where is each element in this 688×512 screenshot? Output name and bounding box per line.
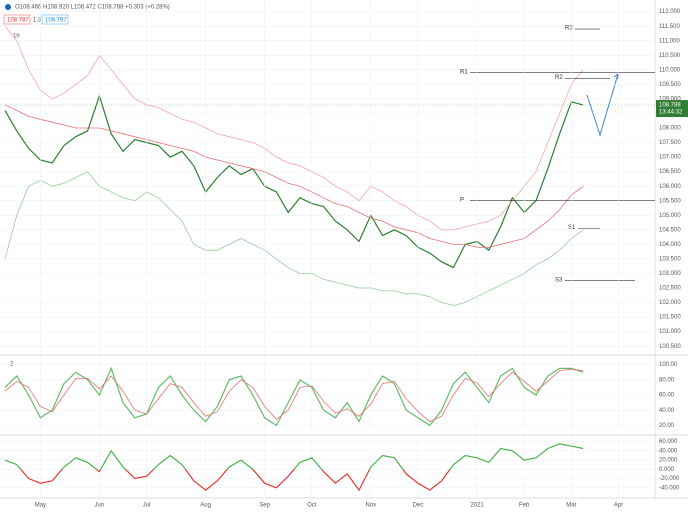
y-tick-label: 60.000 xyxy=(659,439,678,445)
y-tick-label: 40.000 xyxy=(659,448,678,454)
x-tick-label: Apr xyxy=(614,503,623,509)
x-tick-label: 2021 xyxy=(470,503,484,509)
y-tick-label: 105.000 xyxy=(659,213,681,219)
projection-arrow xyxy=(586,73,619,137)
series-line xyxy=(4,25,584,231)
y-tick-label: 102.500 xyxy=(659,286,681,292)
x-tick-label: May xyxy=(35,503,46,509)
y-tick-label: 104.000 xyxy=(659,242,681,248)
ask-box[interactable] xyxy=(41,14,69,25)
countdown: 13:44:32 xyxy=(659,110,683,116)
y-tick-label: 111.500 xyxy=(659,24,680,30)
y-tick-label: 101.000 xyxy=(659,329,681,335)
last-price-box xyxy=(656,100,688,118)
y-tick-label: 80.00 xyxy=(659,377,675,383)
y-tick-label: 0.000 xyxy=(659,467,675,473)
y-tick-label: 40.00 xyxy=(659,408,675,414)
y-tick-label: 107.500 xyxy=(659,140,681,146)
pivot-label: S3 xyxy=(555,277,563,283)
bid: 108.787 xyxy=(7,18,29,24)
x-tick-label: Dec xyxy=(413,503,424,509)
y-tick-label: 100.500 xyxy=(659,344,681,350)
x-tick-label: Oct xyxy=(307,503,317,509)
y-tick-label: 100.00 xyxy=(659,362,678,368)
pivot-label: S1 xyxy=(568,225,576,231)
series-line xyxy=(4,171,584,306)
y-tick-label: 111.000 xyxy=(659,38,680,44)
y-tick-label: 101.500 xyxy=(659,315,681,321)
x-tick-label: Nov xyxy=(365,503,376,509)
interval: 1h xyxy=(13,34,20,40)
ask: 108.797 xyxy=(45,18,67,24)
arrow-head xyxy=(613,73,619,79)
y-tick-label: 107.000 xyxy=(659,155,681,161)
y-tick-label: 106.500 xyxy=(659,169,681,175)
pivot-label: P xyxy=(460,197,464,203)
y-tick-label: 112.000 xyxy=(659,9,681,15)
x-tick-label: Aug xyxy=(200,503,211,509)
y-tick-label: -20.000 xyxy=(659,476,680,482)
y-tick-label: 60.00 xyxy=(659,393,675,399)
y-tick-label: 105.500 xyxy=(659,198,681,204)
pivot-label: R1 xyxy=(460,69,468,75)
y-tick-label: 109.000 xyxy=(659,96,681,102)
y-tick-label: 103.000 xyxy=(659,271,681,277)
series-line xyxy=(4,94,584,269)
y-tick-label: 110.000 xyxy=(659,67,681,73)
y-tick-label: 104.500 xyxy=(659,227,681,233)
x-tick-label: Mar xyxy=(566,503,576,509)
series-line xyxy=(4,104,584,248)
bid-box[interactable] xyxy=(3,14,31,25)
spread: 1.3 xyxy=(33,18,42,24)
series-line xyxy=(4,443,584,492)
y-tick-label: 110.500 xyxy=(659,53,681,59)
y-tick-label: 20.00 xyxy=(659,423,675,429)
y-tick-label: 103.500 xyxy=(659,256,681,262)
series-line xyxy=(4,366,584,427)
last-price-label: 108.788 xyxy=(659,103,681,109)
y-tick-label: 102.000 xyxy=(659,300,681,306)
y-tick-label: 106.000 xyxy=(659,184,681,190)
ohlc-header: O108.466 H108.920 L108.472 C108.788 +0.3… xyxy=(15,5,170,11)
series-line xyxy=(4,368,584,423)
pivot-label: R2 xyxy=(555,75,563,81)
y-tick-label: 20.000 xyxy=(659,458,678,464)
symbol-icon[interactable] xyxy=(5,4,11,10)
x-tick-label: Sep xyxy=(259,503,270,509)
y-tick-label: 109.500 xyxy=(659,82,681,88)
x-tick-label: Feb xyxy=(519,503,530,509)
x-tick-label: Jul xyxy=(143,503,151,509)
x-tick-label: Jun xyxy=(95,503,105,509)
pivot-label: R3 xyxy=(565,26,573,32)
y-tick-label: 108.000 xyxy=(659,126,681,132)
y-tick-label: -40.000 xyxy=(659,485,680,491)
